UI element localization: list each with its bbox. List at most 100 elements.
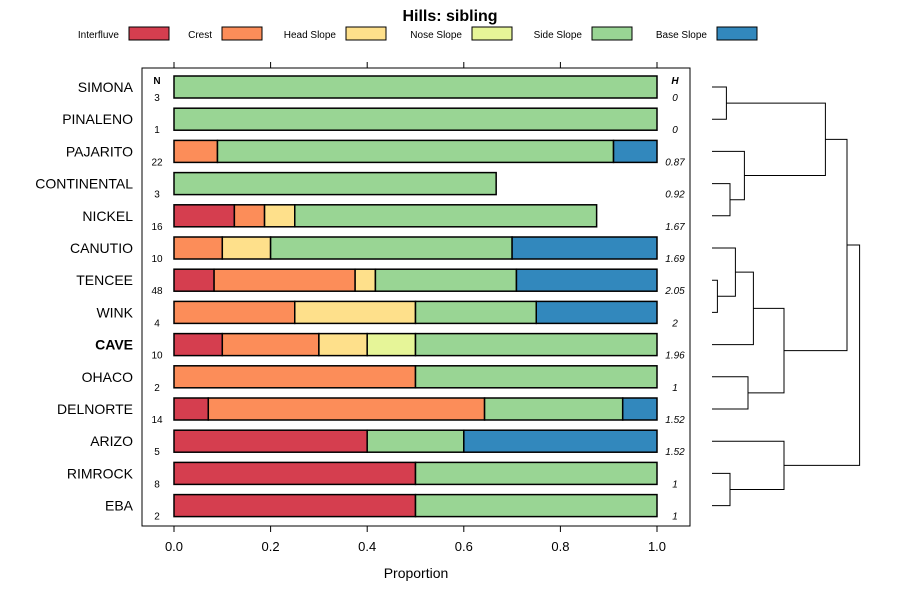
bar-pajarito-crest xyxy=(173,139,219,164)
row-canutio: CANUTIO 10 1.69 xyxy=(70,236,685,265)
row-label-tencee: TENCEE xyxy=(76,272,133,288)
x-axis-title: Proportion xyxy=(384,565,449,581)
bar-wink-base-slope xyxy=(535,300,658,325)
legend-swatch-crest xyxy=(221,26,263,41)
h-value-nickel: 1.67 xyxy=(665,222,685,233)
bar-delnorte-interfluve xyxy=(173,397,210,421)
dendrogram xyxy=(712,86,861,507)
legend-swatch-head-slope xyxy=(345,26,387,41)
n-value-nickel: 16 xyxy=(151,222,163,233)
h-value-simona: 0 xyxy=(672,93,678,104)
bar-tencee-head-slope xyxy=(354,268,377,292)
bar-wink-crest xyxy=(173,300,296,325)
n-value-eba: 2 xyxy=(154,512,160,523)
row-label-cave: CAVE xyxy=(95,337,133,353)
h-value-ohaco: 1 xyxy=(672,383,678,394)
dendrogram-link-1 xyxy=(712,183,731,217)
bar-wink-side-slope xyxy=(414,300,537,325)
bar-cave-nose-slope xyxy=(366,332,417,357)
row-continental: CONTINENTAL 3 0.92 xyxy=(35,171,685,201)
bar-pajarito-side-slope xyxy=(216,139,615,164)
bar-tencee-interfluve xyxy=(173,268,215,292)
bar-arizo-interfluve xyxy=(173,429,368,453)
dendrogram-link-4 xyxy=(712,279,718,313)
legend-swatch-side-slope xyxy=(591,26,633,41)
dendrogram-link-9 xyxy=(784,138,848,352)
n-value-ohaco: 2 xyxy=(154,383,160,394)
dendrogram-link-2 xyxy=(712,150,745,201)
h-value-arizo: 1.52 xyxy=(665,447,685,458)
row-cave: CAVE 10 1.96 xyxy=(95,332,685,362)
row-label-ohaco: OHACO xyxy=(82,369,133,385)
n-value-delnorte: 14 xyxy=(151,415,163,426)
bar-canutio-head-slope xyxy=(221,236,272,260)
row-arizo: ARIZO 5 1.52 xyxy=(90,429,685,458)
row-label-nickel: NICKEL xyxy=(82,208,133,224)
legend-label-interfluve: Interfluve xyxy=(78,30,120,41)
h-value-rimrock: 1 xyxy=(672,479,678,490)
row-label-pinaleno: PINALENO xyxy=(62,111,133,127)
n-value-rimrock: 8 xyxy=(154,479,160,490)
x-axis: 0.0 0.2 0.4 0.6 0.8 1.0 xyxy=(165,62,666,554)
bar-nickel-crest xyxy=(233,204,266,228)
row-label-rimrock: RIMROCK xyxy=(67,465,134,481)
bar-eba-interfluve xyxy=(173,493,417,518)
bar-rimrock-side-slope xyxy=(414,461,658,486)
bar-canutio-side-slope xyxy=(269,236,513,260)
row-delnorte: DELNORTE 14 1.52 xyxy=(57,397,685,426)
n-value-pajarito: 22 xyxy=(151,157,163,168)
bar-arizo-side-slope xyxy=(366,429,465,453)
bar-nickel-head-slope xyxy=(263,204,296,228)
bar-arizo-base-slope xyxy=(463,429,658,453)
dendrogram-link-7 xyxy=(712,376,749,410)
h-value-pinaleno: 0 xyxy=(672,125,678,136)
row-label-simona: SIMONA xyxy=(78,79,134,95)
legend-swatch-nose-slope xyxy=(471,26,513,41)
x-tick-label-3: 0.6 xyxy=(455,539,473,554)
n-value-tencee: 48 xyxy=(151,286,163,297)
plot-frame xyxy=(141,67,691,527)
dendrogram-link-11 xyxy=(712,440,785,490)
bar-canutio-crest xyxy=(173,236,224,260)
dendrogram-link-6 xyxy=(712,271,754,346)
bar-nickel-interfluve xyxy=(173,204,236,228)
row-label-pajarito: PAJARITO xyxy=(66,143,133,159)
row-label-wink: WINK xyxy=(96,304,133,320)
legend-label-side-slope: Side Slope xyxy=(534,30,583,41)
bar-cave-head-slope xyxy=(318,332,368,357)
row-tencee: TENCEE 48 2.05 xyxy=(76,268,685,297)
legend-label-base-slope: Base Slope xyxy=(656,30,708,41)
h-column-header: H xyxy=(671,76,679,87)
x-tick-label-5: 1.0 xyxy=(648,539,666,554)
n-value-continental: 3 xyxy=(154,190,160,201)
bar-eba-side-slope xyxy=(414,493,658,518)
row-label-delnorte: DELNORTE xyxy=(57,401,133,417)
x-tick-label-2: 0.4 xyxy=(358,539,376,554)
x-tick-label-0: 0.0 xyxy=(165,539,183,554)
x-tick-label-4: 0.8 xyxy=(551,539,569,554)
row-eba: EBA 2 1 xyxy=(105,493,678,523)
n-column-header: N xyxy=(153,76,160,87)
bar-pinaleno-side-slope xyxy=(173,107,658,131)
h-value-continental: 0.92 xyxy=(665,190,685,201)
bar-delnorte-base-slope xyxy=(621,397,658,421)
legend-swatch-base-slope xyxy=(716,26,758,41)
n-value-canutio: 10 xyxy=(151,254,163,265)
h-value-pajarito: 0.87 xyxy=(665,157,685,168)
row-simona: SIMONA 3 0 xyxy=(78,75,678,104)
row-label-canutio: CANUTIO xyxy=(70,240,133,256)
row-label-continental: CONTINENTAL xyxy=(35,176,133,192)
h-value-wink: 2 xyxy=(671,318,678,329)
row-wink: WINK 4 2 xyxy=(96,300,678,329)
bar-nickel-side-slope xyxy=(294,204,598,228)
legend-label-head-slope: Head Slope xyxy=(284,30,337,41)
bar-tencee-crest xyxy=(213,268,356,292)
bar-canutio-base-slope xyxy=(511,236,658,260)
legend-label-crest: Crest xyxy=(188,30,212,41)
dendrogram-link-12 xyxy=(784,244,861,466)
bar-pajarito-base-slope xyxy=(612,139,658,164)
bar-cave-side-slope xyxy=(414,332,658,357)
n-value-arizo: 5 xyxy=(154,447,160,458)
